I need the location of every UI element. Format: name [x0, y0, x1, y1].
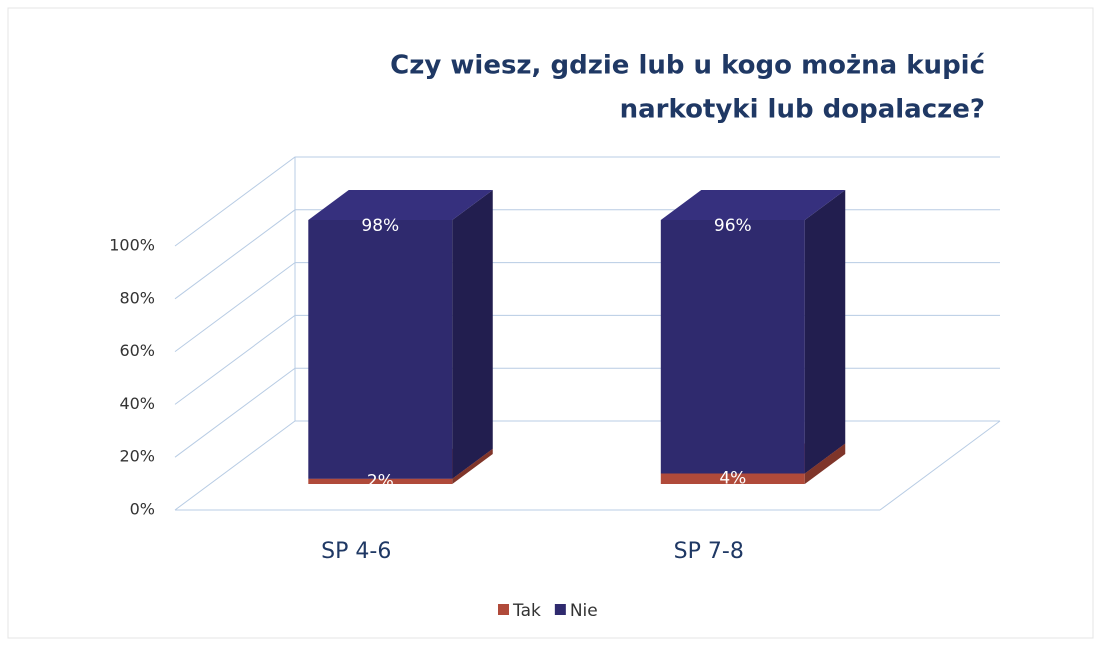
bar-front — [308, 220, 453, 479]
y-tick-label: 0% — [130, 500, 155, 519]
bar-side — [452, 448, 493, 484]
bar-front — [308, 478, 453, 484]
legend-swatch — [498, 604, 509, 615]
data-label: 98% — [361, 216, 399, 236]
y-tick-label: 80% — [119, 288, 155, 307]
bar-side — [452, 190, 493, 479]
legend-swatch — [554, 604, 566, 615]
bar-front — [660, 473, 805, 484]
legend-label: Tak — [512, 601, 541, 621]
data-label: 96% — [714, 216, 752, 236]
y-tick-label: 60% — [119, 341, 155, 360]
data-label: 4% — [719, 469, 746, 489]
bar-top — [308, 190, 493, 220]
chart-title: narkotyki lub dopalacze? — [620, 95, 985, 125]
bar-side — [804, 190, 846, 474]
bar-side — [804, 443, 846, 484]
bar-top — [660, 190, 846, 220]
chart-frame — [7, 7, 1094, 639]
y-tick-label: 40% — [119, 394, 155, 413]
data-label: 2% — [367, 471, 394, 491]
x-tick-label: SP 4-6 — [321, 539, 391, 564]
y-tick-label: 100% — [109, 236, 155, 255]
bar-front — [660, 220, 805, 474]
x-tick-label: SP 7-8 — [674, 539, 744, 564]
chart-title: Czy wiesz, gdzie lub u kogo można kupić — [390, 51, 985, 81]
legend-label: Nie — [570, 601, 598, 621]
y-tick-label: 20% — [119, 447, 155, 466]
floor-edge — [879, 420, 1001, 511]
